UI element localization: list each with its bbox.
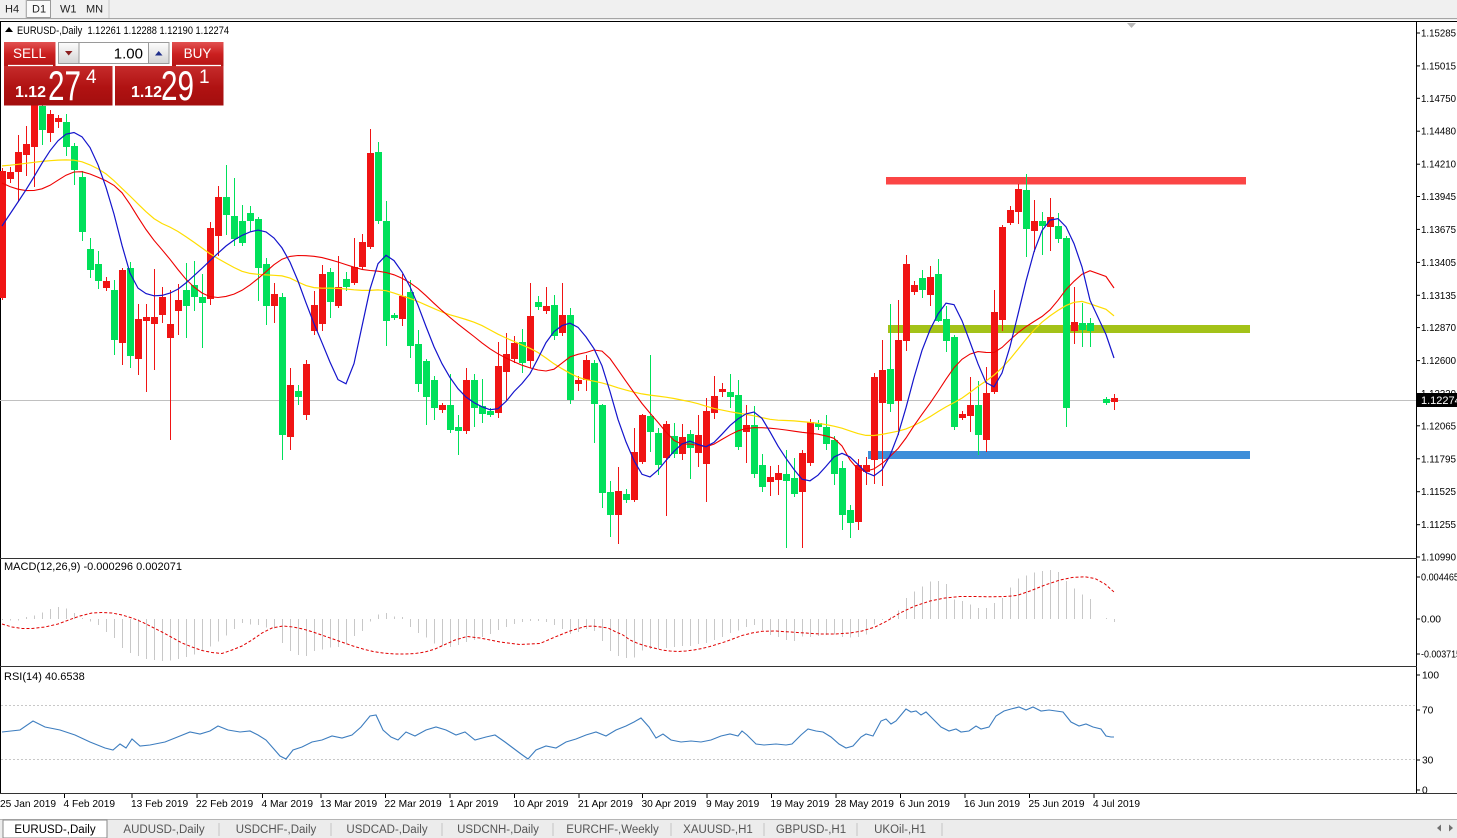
svg-text:1.14480: 1.14480	[1421, 127, 1456, 138]
svg-text:1.13135: 1.13135	[1421, 291, 1456, 302]
svg-text:0: 0	[1422, 786, 1428, 797]
svg-text:-0.003715: -0.003715	[1421, 650, 1457, 661]
svg-text:1 Apr 2019: 1 Apr 2019	[449, 799, 499, 810]
svg-text:25 Jan 2019: 25 Jan 2019	[0, 799, 56, 810]
svg-text:22 Mar 2019: 22 Mar 2019	[385, 799, 443, 810]
svg-text:100: 100	[1422, 671, 1439, 682]
svg-text:27: 27	[48, 62, 81, 109]
svg-text:1.12870: 1.12870	[1421, 323, 1456, 334]
svg-text:1.11255: 1.11255	[1421, 520, 1456, 531]
svg-text:4 Feb 2019: 4 Feb 2019	[64, 799, 116, 810]
svg-text:1.12065: 1.12065	[1421, 421, 1456, 432]
svg-text:1.10990: 1.10990	[1421, 553, 1456, 564]
svg-text:MN: MN	[86, 4, 103, 16]
svg-text:1.11525: 1.11525	[1421, 487, 1456, 498]
svg-text:RSI(14) 40.6538: RSI(14) 40.6538	[4, 671, 85, 683]
svg-text:10 Apr 2019: 10 Apr 2019	[514, 799, 569, 810]
svg-text:1.15285: 1.15285	[1421, 29, 1456, 40]
svg-text:1.12: 1.12	[131, 84, 162, 101]
svg-text:1.13945: 1.13945	[1421, 192, 1456, 203]
svg-text:USDCNH-,Daily: USDCNH-,Daily	[457, 824, 539, 836]
svg-text:EURUSD-,Daily 1.12261 1.12288: EURUSD-,Daily 1.12261 1.12288 1.12190 1.…	[17, 25, 229, 37]
svg-text:UKOil-,H1: UKOil-,H1	[874, 824, 926, 836]
svg-text:1.00: 1.00	[114, 46, 143, 63]
svg-text:1.12: 1.12	[15, 84, 46, 101]
svg-text:16 Jun 2019: 16 Jun 2019	[964, 799, 1020, 810]
svg-text:1.13405: 1.13405	[1421, 258, 1456, 269]
svg-text:D1: D1	[32, 4, 46, 16]
svg-text:13 Feb 2019: 13 Feb 2019	[131, 799, 189, 810]
svg-text:1.14750: 1.14750	[1421, 94, 1456, 105]
svg-text:1.12600: 1.12600	[1421, 356, 1456, 367]
svg-text:BUY: BUY	[184, 46, 212, 61]
svg-text:H4: H4	[5, 4, 19, 16]
svg-text:XAUUSD-,H1: XAUUSD-,H1	[683, 824, 753, 836]
svg-text:1.14210: 1.14210	[1421, 160, 1456, 171]
svg-text:30: 30	[1422, 756, 1434, 767]
svg-text:4: 4	[86, 67, 97, 88]
svg-text:4 Jul 2019: 4 Jul 2019	[1093, 799, 1140, 810]
svg-text:6 Jun 2019: 6 Jun 2019	[900, 799, 951, 810]
svg-text:AUDUSD-,Daily: AUDUSD-,Daily	[123, 824, 204, 836]
svg-text:22 Feb 2019: 22 Feb 2019	[196, 799, 254, 810]
svg-text:25 Jun 2019: 25 Jun 2019	[1029, 799, 1085, 810]
svg-text:1.12274: 1.12274	[1421, 395, 1457, 407]
svg-text:MACD(12,26,9) -0.000296 0.0020: MACD(12,26,9) -0.000296 0.002071	[4, 561, 182, 573]
svg-text:USDCHF-,Daily: USDCHF-,Daily	[236, 824, 317, 836]
svg-text:USDCAD-,Daily: USDCAD-,Daily	[346, 824, 427, 836]
svg-text:1: 1	[199, 67, 210, 88]
svg-text:0.00: 0.00	[1421, 615, 1441, 626]
svg-text:30 Apr 2019: 30 Apr 2019	[642, 799, 697, 810]
svg-text:W1: W1	[60, 4, 77, 16]
svg-text:70: 70	[1422, 706, 1434, 717]
svg-text:SELL: SELL	[13, 46, 47, 61]
svg-text:EURCHF-,Weekly: EURCHF-,Weekly	[566, 824, 659, 836]
svg-text:13 Mar 2019: 13 Mar 2019	[320, 799, 378, 810]
svg-text:GBPUSD-,H1: GBPUSD-,H1	[776, 824, 846, 836]
svg-text:1.11795: 1.11795	[1421, 454, 1456, 465]
svg-text:4 Mar 2019: 4 Mar 2019	[262, 799, 314, 810]
svg-text:29: 29	[161, 62, 194, 109]
svg-text:1.13675: 1.13675	[1421, 225, 1456, 236]
svg-text:28 May 2019: 28 May 2019	[835, 799, 894, 810]
svg-text:9 May 2019: 9 May 2019	[706, 799, 760, 810]
svg-text:0.004465: 0.004465	[1421, 573, 1457, 584]
svg-text:1.15015: 1.15015	[1421, 61, 1456, 72]
svg-text:19 May 2019: 19 May 2019	[771, 799, 830, 810]
svg-text:EURUSD-,Daily: EURUSD-,Daily	[14, 824, 95, 836]
svg-text:21 Apr 2019: 21 Apr 2019	[578, 799, 633, 810]
